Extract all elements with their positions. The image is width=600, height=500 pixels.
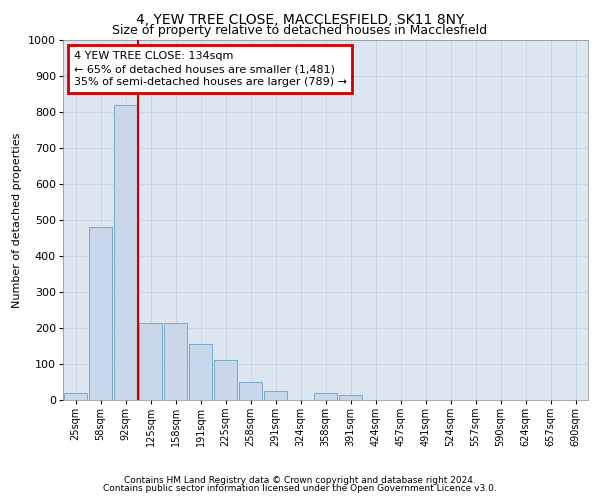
- Y-axis label: Number of detached properties: Number of detached properties: [13, 132, 23, 308]
- Bar: [64, 393, 87, 400]
- Bar: [214, 360, 237, 400]
- Text: 4 YEW TREE CLOSE: 134sqm
← 65% of detached houses are smaller (1,481)
35% of sem: 4 YEW TREE CLOSE: 134sqm ← 65% of detach…: [74, 51, 347, 87]
- Bar: [264, 391, 287, 400]
- Bar: [114, 105, 137, 400]
- Bar: [139, 322, 162, 400]
- Bar: [314, 393, 337, 400]
- Text: 4, YEW TREE CLOSE, MACCLESFIELD, SK11 8NY: 4, YEW TREE CLOSE, MACCLESFIELD, SK11 8N…: [136, 12, 464, 26]
- Text: Contains HM Land Registry data © Crown copyright and database right 2024.: Contains HM Land Registry data © Crown c…: [124, 476, 476, 485]
- Text: Size of property relative to detached houses in Macclesfield: Size of property relative to detached ho…: [112, 24, 488, 37]
- Bar: [89, 227, 112, 400]
- Bar: [239, 382, 262, 400]
- Bar: [339, 394, 362, 400]
- Text: Contains public sector information licensed under the Open Government Licence v3: Contains public sector information licen…: [103, 484, 497, 493]
- Bar: [164, 322, 187, 400]
- Bar: [189, 344, 212, 400]
